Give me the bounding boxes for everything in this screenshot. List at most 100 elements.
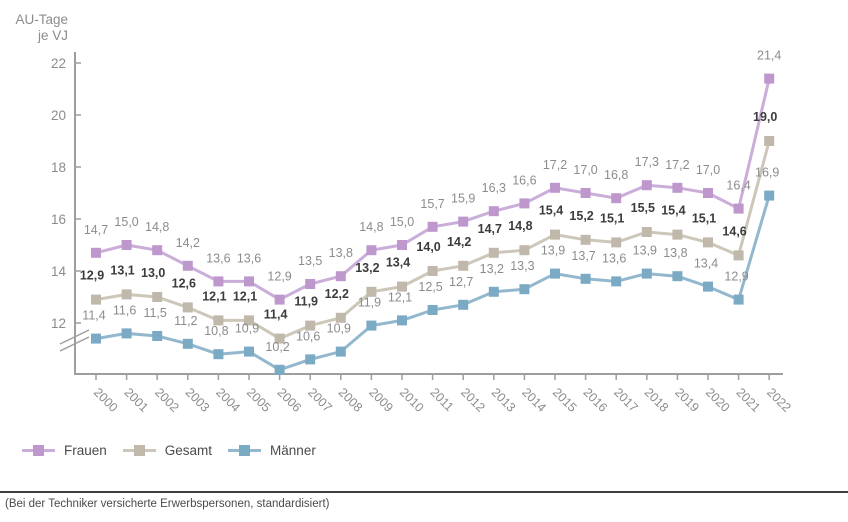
value-label-Männer: 10,6 — [296, 329, 320, 343]
y-tick-label: 16 — [51, 212, 66, 227]
y-tick-label: 12 — [51, 316, 66, 331]
x-tick-label: 2005 — [244, 385, 274, 415]
series-marker-Gesamt — [611, 237, 622, 248]
series-marker-Männer — [427, 305, 438, 315]
series-marker-Männer — [244, 346, 254, 357]
legend-label-maenner: Männer — [270, 443, 316, 458]
series-marker-Gesamt — [580, 234, 591, 245]
series-marker-Männer — [641, 268, 652, 279]
series-marker-Männer — [611, 276, 622, 287]
y-axis-title: AU-Tage je VJ — [8, 12, 68, 44]
value-label-Männer: 13,9 — [633, 244, 657, 258]
series-marker-Frauen — [733, 203, 744, 214]
series-marker-Gesamt — [427, 266, 438, 276]
series-marker-Frauen — [458, 216, 469, 227]
y-tick-label: 22 — [51, 56, 66, 71]
value-label-Gesamt: 14,7 — [478, 222, 502, 236]
series-marker-Frauen — [91, 247, 101, 258]
value-label-Gesamt: 13,4 — [386, 256, 410, 270]
x-tick-label: 2010 — [397, 385, 427, 415]
value-label-Männer: 13,6 — [602, 251, 626, 265]
series-marker-Männer — [91, 333, 101, 344]
value-label-Gesamt: 14,8 — [508, 219, 532, 233]
legend-item-frauen: Frauen — [22, 443, 107, 458]
series-marker-Männer — [733, 294, 744, 305]
value-label-Männer: 12,1 — [388, 290, 412, 304]
value-label-Frauen: 14,7 — [84, 223, 108, 237]
series-marker-Männer — [121, 328, 132, 339]
value-label-Gesamt: 15,4 — [661, 204, 685, 218]
series-marker-Frauen — [641, 180, 652, 191]
series-marker-Gesamt — [274, 333, 285, 344]
value-label-Männer: 10,9 — [327, 322, 351, 336]
x-tick-label: 2003 — [183, 385, 213, 415]
value-label-Frauen: 13,8 — [329, 246, 353, 260]
series-marker-Männer — [305, 354, 316, 365]
series-marker-Gesamt — [335, 312, 346, 323]
value-label-Gesamt: 15,1 — [692, 211, 716, 225]
axis-break-icon — [59, 329, 90, 345]
value-label-Männer: 13,4 — [694, 257, 718, 271]
legend-item-gesamt: Gesamt — [122, 443, 213, 458]
value-label-Frauen: 13,5 — [298, 254, 322, 268]
series-marker-Männer — [335, 346, 346, 357]
value-label-Männer: 11,9 — [358, 296, 381, 310]
series-marker-Frauen — [703, 188, 713, 198]
x-tick-label: 2001 — [121, 385, 151, 415]
value-label-Männer: 13,9 — [541, 244, 565, 258]
x-tick-label: 2018 — [642, 385, 672, 415]
series-marker-Männer — [764, 190, 775, 201]
series-marker-Frauen — [764, 73, 775, 84]
series-marker-Frauen — [305, 279, 316, 289]
chart-legend: Frauen Gesamt Männer — [22, 443, 316, 458]
value-label-Frauen: 14,2 — [176, 236, 200, 250]
series-marker-Gesamt — [121, 289, 132, 300]
series-marker-Gesamt — [213, 315, 224, 326]
series-marker-Gesamt — [182, 302, 193, 313]
series-marker-Männer — [580, 273, 591, 284]
maenner-series-swatch-icon — [228, 445, 262, 456]
series-marker-Männer — [672, 271, 683, 282]
value-label-Männer: 11,5 — [143, 306, 166, 320]
y-axis-title-line2: je VJ — [37, 28, 68, 43]
value-label-Männer: 13,7 — [571, 249, 595, 263]
value-label-Männer: 11,6 — [113, 303, 136, 317]
value-label-Gesamt: 15,4 — [539, 204, 563, 218]
series-marker-Gesamt — [488, 247, 499, 258]
value-label-Gesamt: 12,1 — [233, 289, 257, 303]
axis-break-icon — [59, 336, 90, 352]
series-marker-Männer — [488, 286, 499, 297]
series-marker-Frauen — [152, 245, 163, 256]
value-label-Gesamt: 15,1 — [600, 211, 624, 225]
value-label-Männer: 11,2 — [174, 314, 197, 328]
series-marker-Frauen — [213, 276, 224, 287]
value-label-Frauen: 16,3 — [482, 181, 506, 195]
x-tick-label: 2012 — [458, 385, 488, 415]
value-label-Frauen: 15,0 — [114, 215, 138, 229]
value-label-Frauen: 13,6 — [237, 251, 261, 265]
series-marker-Frauen — [182, 260, 193, 271]
series-marker-Frauen — [427, 221, 438, 232]
gesamt-series-swatch-icon — [122, 445, 156, 456]
legend-label-gesamt: Gesamt — [164, 443, 213, 458]
series-marker-Männer — [152, 331, 163, 341]
y-axis-title-line1: AU-Tage — [15, 12, 68, 27]
value-label-Gesamt: 12,1 — [202, 289, 226, 303]
value-label-Männer: 13,2 — [480, 262, 504, 276]
series-marker-Gesamt — [519, 245, 530, 256]
series-marker-Männer — [397, 315, 407, 326]
series-marker-Gesamt — [703, 237, 713, 248]
x-tick-label: 2011 — [427, 385, 456, 414]
value-label-Gesamt: 14,2 — [447, 235, 471, 249]
value-label-Frauen: 17,2 — [543, 158, 567, 172]
value-label-Gesamt: 11,9 — [294, 295, 318, 309]
x-tick-label: 2004 — [213, 385, 243, 415]
value-label-Gesamt: 15,2 — [569, 209, 593, 223]
series-marker-Männer — [458, 299, 469, 310]
series-marker-Männer — [366, 320, 377, 331]
value-label-Frauen: 16,4 — [726, 179, 750, 193]
series-marker-Gesamt — [672, 229, 683, 240]
value-label-Frauen: 13,6 — [206, 251, 230, 265]
